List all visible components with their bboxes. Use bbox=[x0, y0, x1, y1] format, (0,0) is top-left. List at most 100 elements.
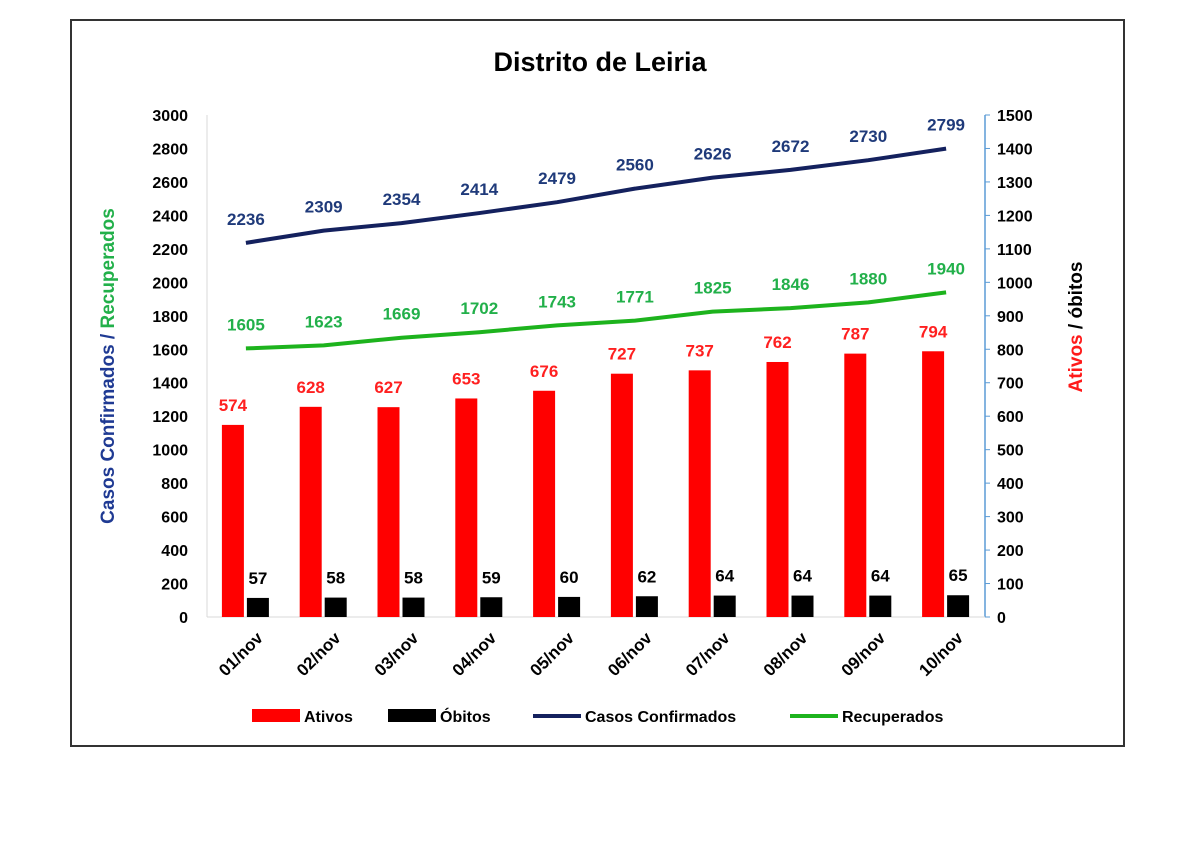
data-label-ativos: 628 bbox=[297, 378, 325, 397]
left-tick-label: 3000 bbox=[152, 108, 188, 125]
legend-swatch bbox=[252, 709, 300, 722]
right-tick-label: 700 bbox=[997, 376, 1024, 393]
right-tick-label: 1400 bbox=[997, 141, 1033, 158]
bar-obitos bbox=[246, 597, 269, 617]
bar-ativos bbox=[922, 351, 945, 617]
line-recuperados bbox=[245, 290, 947, 351]
bar-obitos bbox=[480, 597, 503, 617]
right-tick-label: 1500 bbox=[997, 108, 1033, 125]
data-label-obitos: 62 bbox=[637, 567, 656, 586]
data-label-obitos: 64 bbox=[871, 567, 890, 586]
right-tick-label: 800 bbox=[997, 342, 1024, 359]
bar-ativos bbox=[377, 407, 400, 617]
data-label-obitos: 59 bbox=[482, 568, 501, 587]
data-label-casos-confirmados: 2309 bbox=[305, 198, 343, 217]
right-axis-title: Ativos / óbitos bbox=[1066, 262, 1087, 393]
right-tick-label: 600 bbox=[997, 409, 1024, 426]
bar-obitos bbox=[402, 597, 425, 617]
left-tick-label: 2200 bbox=[152, 242, 188, 259]
data-label-casos-confirmados: 2626 bbox=[694, 145, 732, 164]
right-tick-label: 300 bbox=[997, 510, 1024, 527]
left-tick-label: 200 bbox=[161, 577, 188, 594]
data-label-recuperados: 1702 bbox=[460, 299, 498, 318]
category-label: 10/nov bbox=[915, 628, 967, 680]
data-label-obitos: 58 bbox=[326, 569, 345, 588]
bar-obitos bbox=[558, 596, 581, 617]
legend-label: Recuperados bbox=[842, 709, 943, 726]
left-axis-title-part: Recuperados bbox=[98, 208, 119, 328]
data-label-obitos: 57 bbox=[248, 569, 267, 588]
right-tick-label: 1100 bbox=[997, 242, 1032, 259]
data-label-casos-confirmados: 2354 bbox=[383, 190, 421, 209]
left-tick-label: 800 bbox=[161, 476, 188, 493]
right-tick-label: 1000 bbox=[997, 275, 1033, 292]
category-label: 03/nov bbox=[371, 628, 423, 680]
left-tick-label: 400 bbox=[161, 543, 188, 560]
bar-obitos bbox=[324, 597, 347, 617]
chart-title: Distrito de Leiria bbox=[493, 47, 707, 77]
data-label-ativos: 574 bbox=[219, 396, 248, 415]
data-label-casos-confirmados: 2236 bbox=[227, 210, 265, 229]
left-tick-label: 2800 bbox=[152, 141, 188, 158]
left-tick-label: 1000 bbox=[152, 443, 188, 460]
category-label: 08/nov bbox=[760, 628, 812, 680]
data-label-casos-confirmados: 2672 bbox=[772, 137, 810, 156]
left-tick-label: 0 bbox=[179, 610, 188, 627]
right-tick-label: 0 bbox=[997, 610, 1006, 627]
right-tick-label: 200 bbox=[997, 543, 1024, 560]
data-label-recuperados: 1623 bbox=[305, 312, 343, 331]
bar-ativos bbox=[533, 390, 556, 617]
data-label-recuperados: 1743 bbox=[538, 292, 576, 311]
right-tick-label: 1200 bbox=[997, 208, 1033, 225]
left-tick-label: 2400 bbox=[152, 208, 188, 225]
data-label-recuperados: 1771 bbox=[616, 288, 654, 307]
bar-obitos bbox=[869, 595, 892, 617]
data-label-ativos: 676 bbox=[530, 362, 558, 381]
data-label-ativos: 627 bbox=[374, 378, 402, 397]
line-casos-confirmados bbox=[245, 146, 947, 245]
data-label-ativos: 762 bbox=[763, 333, 791, 352]
left-tick-label: 600 bbox=[161, 510, 188, 527]
left-tick-label: 1800 bbox=[152, 309, 188, 326]
legend-label: Óbitos bbox=[440, 707, 491, 726]
data-label-recuperados: 1880 bbox=[849, 269, 887, 288]
right-tick-label: 500 bbox=[997, 443, 1024, 460]
data-label-ativos: 737 bbox=[686, 341, 714, 360]
bar-obitos bbox=[791, 595, 814, 617]
left-axis-title: Casos Confirmados / Recuperados bbox=[98, 208, 119, 524]
legend-swatch bbox=[388, 709, 436, 722]
bar-obitos bbox=[635, 596, 658, 617]
data-label-obitos: 58 bbox=[404, 569, 423, 588]
right-axis-title-part: / óbitos bbox=[1066, 262, 1087, 335]
data-label-casos-confirmados: 2730 bbox=[849, 127, 887, 146]
data-label-obitos: 64 bbox=[715, 567, 734, 586]
left-tick-label: 1200 bbox=[152, 409, 188, 426]
bar-obitos bbox=[713, 595, 736, 617]
bar-ativos bbox=[455, 398, 478, 617]
data-label-ativos: 653 bbox=[452, 369, 480, 388]
left-axis-title-part: Casos Confirmados / bbox=[98, 329, 119, 524]
data-label-recuperados: 1669 bbox=[383, 305, 421, 324]
right-tick-label: 400 bbox=[997, 476, 1024, 493]
category-label: 01/nov bbox=[215, 628, 267, 680]
bar-ativos bbox=[610, 373, 633, 617]
category-label: 09/nov bbox=[838, 628, 890, 680]
data-label-casos-confirmados: 2560 bbox=[616, 156, 654, 175]
category-label: 07/nov bbox=[682, 628, 734, 680]
chart-svg: Distrito de Leiria 0 200 400 600 800 1000 1200 1… bbox=[98, 47, 1087, 726]
data-label-ativos: 727 bbox=[608, 345, 636, 364]
bar-obitos bbox=[947, 595, 970, 617]
category-label: 04/nov bbox=[449, 628, 501, 680]
bar-ativos bbox=[221, 424, 244, 617]
left-tick-label: 1600 bbox=[152, 342, 188, 359]
legend-label: Ativos bbox=[304, 709, 353, 726]
left-tick-label: 2000 bbox=[152, 275, 188, 292]
data-label-ativos: 794 bbox=[919, 322, 948, 341]
right-axis-title-part: Ativos bbox=[1066, 334, 1087, 392]
data-label-recuperados: 1846 bbox=[772, 275, 810, 294]
right-tick-label: 1300 bbox=[997, 175, 1033, 192]
data-label-recuperados: 1825 bbox=[694, 279, 732, 298]
bar-ativos bbox=[766, 361, 789, 617]
category-label: 02/nov bbox=[293, 628, 345, 680]
data-label-obitos: 64 bbox=[793, 567, 812, 586]
